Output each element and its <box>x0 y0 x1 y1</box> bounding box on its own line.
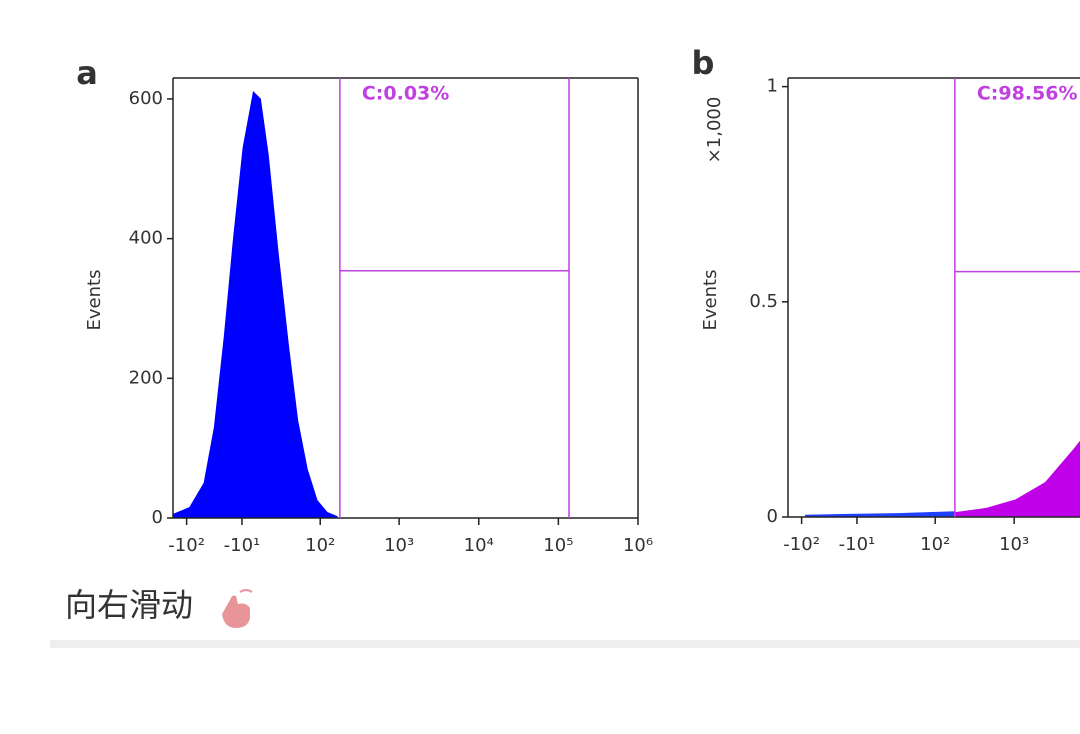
x-tick-label: 10³ <box>999 534 1029 555</box>
x-tick-label: 10⁵ <box>543 535 573 556</box>
x-tick-label: -10¹ <box>224 535 261 556</box>
histogram-area <box>805 511 956 518</box>
y-tick-label: 0 <box>152 507 163 528</box>
y-tick-label: 200 <box>129 367 163 388</box>
y-axis-label: Events <box>84 270 105 331</box>
x-tick-label: 10⁴ <box>464 535 494 556</box>
y-tick-label: 600 <box>129 88 163 109</box>
x-tick-label: 10² <box>305 535 335 556</box>
panel-letter: a <box>76 54 98 92</box>
panel-letter: b <box>692 44 715 82</box>
y-tick-label: 0.5 <box>749 291 778 312</box>
y-multiplier: ×1,000 <box>704 97 725 164</box>
x-tick-label: 10² <box>920 534 950 555</box>
x-tick-label: -10² <box>168 535 205 556</box>
separator <box>50 640 1080 648</box>
gate-label: C:98.56% <box>977 83 1078 105</box>
chart: b Events ×1,000 0 0.5 1 -10² -10¹ 10² 10³ C:98.56% <box>692 44 1080 555</box>
y-tick-label: 400 <box>129 228 163 249</box>
histogram-area <box>954 440 1080 518</box>
footer-text: 向右滑动 <box>65 586 193 624</box>
gate-label: C:0.03% <box>362 83 449 105</box>
x-tick-label: -10² <box>783 534 820 555</box>
chart: a Events 0 200 400 600 -10² -10¹ 10² 10³ 10⁴ 10⁵ 10⁶… <box>76 54 653 556</box>
x-tick-label: -10¹ <box>839 534 876 555</box>
histogram-area <box>172 90 338 519</box>
x-tick-label: 10³ <box>384 535 414 556</box>
swipe-icon <box>222 589 253 628</box>
x-tick-label: 10⁶ <box>623 535 653 556</box>
y-axis-label: Events <box>700 270 721 331</box>
y-tick-label: 1 <box>767 76 778 97</box>
y-tick-label: 0 <box>767 506 778 527</box>
